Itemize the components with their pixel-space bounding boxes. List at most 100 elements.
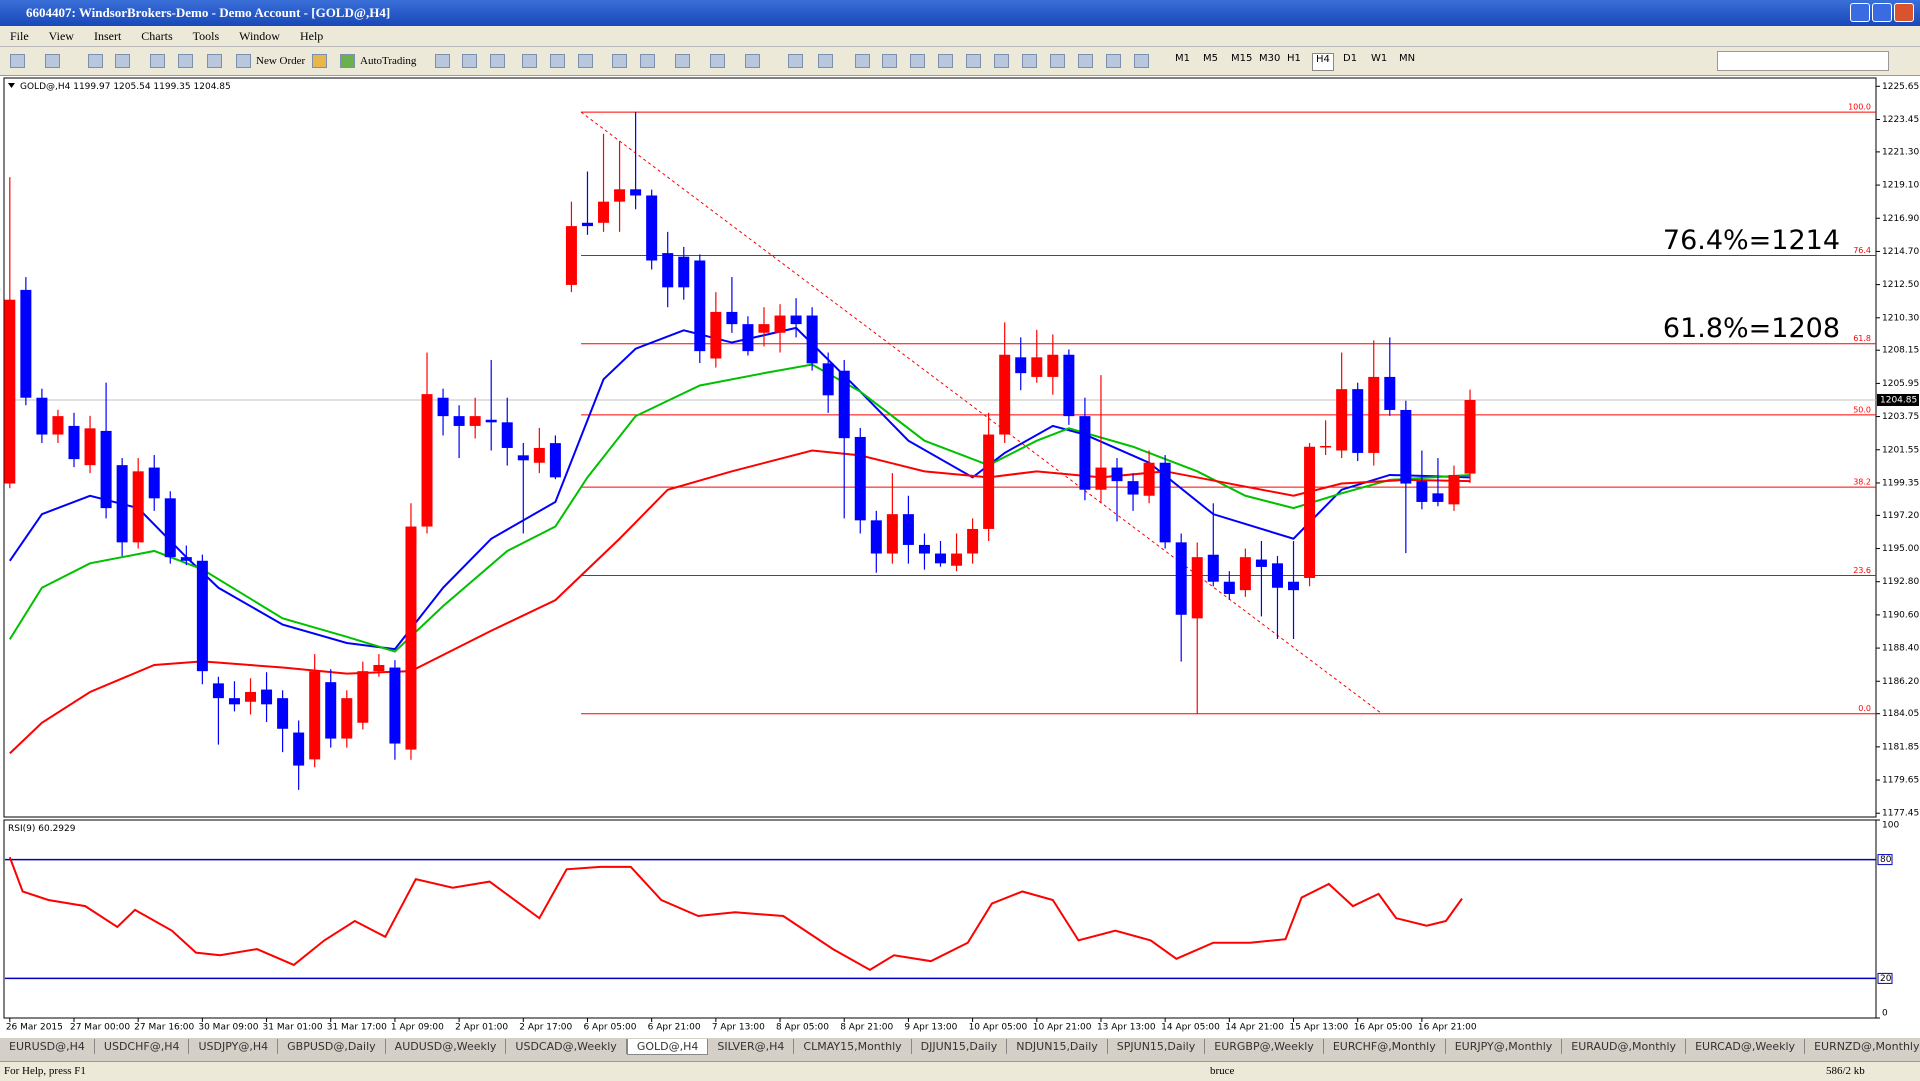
data-window-icon[interactable] [115, 54, 130, 68]
minimize-button[interactable] [1850, 3, 1870, 22]
timeframe-button[interactable]: H1 [1287, 53, 1301, 64]
arrows-icon[interactable] [1050, 54, 1065, 68]
search-box[interactable] [1717, 51, 1889, 71]
chart-tab[interactable]: GOLD@,H4 [626, 1039, 709, 1055]
templates-icon[interactable] [745, 54, 760, 68]
candle-body [533, 447, 545, 463]
shapes-icon[interactable] [1134, 54, 1149, 68]
zoom-in-icon[interactable] [522, 54, 537, 68]
candle-icon[interactable] [462, 54, 477, 68]
trendline-icon[interactable] [910, 54, 925, 68]
menu-item[interactable]: Window [239, 29, 280, 43]
x-tick-label: 14 Apr 05:00 [1161, 1023, 1220, 1033]
autotrading-icon[interactable] [340, 54, 355, 68]
crosshair-icon[interactable] [818, 54, 833, 68]
candle-body [710, 311, 722, 359]
chart-tab[interactable]: CLMAY15,Monthly [794, 1039, 912, 1054]
close-button[interactable] [1894, 3, 1914, 22]
fibo-label: 76.4 [1853, 246, 1871, 255]
candle-body [100, 430, 112, 509]
candle-body [854, 436, 866, 521]
chart-tab[interactable]: NDJUN15,Daily [1007, 1039, 1108, 1054]
timeframe-button[interactable]: D1 [1343, 53, 1358, 64]
x-tick-label: 31 Mar 01:00 [263, 1023, 323, 1033]
gann-icon[interactable] [1078, 54, 1093, 68]
menu-item[interactable]: View [48, 29, 74, 43]
y-tick-label: 1219.10 [1882, 181, 1919, 191]
profiles-icon[interactable] [45, 54, 60, 68]
y-tick-label: 1199.35 [1882, 478, 1919, 488]
new-chart-icon[interactable] [10, 54, 25, 68]
y-tick-label: 1208.15 [1882, 346, 1919, 356]
line-chart-icon[interactable] [490, 54, 505, 68]
chart-tab[interactable]: EURGBP@,Weekly [1205, 1039, 1324, 1054]
chart-tab[interactable]: EURUSD@,H4 [0, 1039, 95, 1054]
timeframe-button[interactable]: M5 [1203, 53, 1218, 64]
timeframe-button[interactable]: M1 [1175, 53, 1190, 64]
chart-tab[interactable]: USDCHF@,H4 [95, 1039, 190, 1054]
x-tick-label: 6 Apr 21:00 [648, 1023, 701, 1033]
x-tick-label: 15 Apr 13:00 [1290, 1023, 1349, 1033]
chart-tab[interactable]: GBPUSD@,Daily [278, 1039, 386, 1054]
label-icon[interactable] [1022, 54, 1037, 68]
candle-body [726, 311, 738, 325]
market-watch-icon[interactable] [88, 54, 103, 68]
candle-body [1031, 357, 1043, 377]
main-panel-frame [3, 77, 1877, 818]
maximize-button[interactable] [1872, 3, 1892, 22]
chart-tab[interactable]: EURAUD@,Monthly [1562, 1039, 1687, 1054]
channel-icon[interactable] [938, 54, 953, 68]
chart-tab[interactable]: EURNZD@,Monthly [1805, 1039, 1920, 1054]
x-tick-label: 26 Mar 2015 [6, 1023, 63, 1033]
timeframe-button[interactable]: M30 [1259, 53, 1281, 64]
periods-icon[interactable] [710, 54, 725, 68]
candle-body [389, 667, 401, 744]
candle-body [52, 416, 64, 435]
ohlc-value: 1199.35 [153, 82, 190, 92]
chart-tab[interactable]: SPJUN15,Daily [1108, 1039, 1206, 1054]
chart-tab[interactable]: EURJPY@,Monthly [1446, 1039, 1563, 1054]
chart-tab[interactable]: SILVER@,H4 [708, 1039, 795, 1054]
menu-item[interactable]: Help [299, 29, 324, 43]
fibo-icon[interactable] [966, 54, 981, 68]
candle-body [245, 691, 257, 702]
bar-chart-icon[interactable] [435, 54, 450, 68]
new-order-button[interactable]: New Order [256, 55, 306, 67]
vline-icon[interactable] [855, 54, 870, 68]
y-tick-label: 1181.85 [1882, 742, 1919, 752]
new-order-icon[interactable] [236, 54, 251, 68]
chart-tab[interactable]: DJJUN15,Daily [912, 1039, 1008, 1054]
menu-item[interactable]: File [10, 29, 29, 43]
chart-tab[interactable]: AUDUSD@,Weekly [386, 1039, 507, 1054]
x-tick-label: 10 Apr 05:00 [969, 1023, 1028, 1033]
expert-icon[interactable] [312, 54, 327, 68]
candle-body [501, 422, 513, 448]
chart-tab[interactable]: USDCAD@,Weekly [506, 1039, 627, 1054]
autoscroll-icon[interactable] [612, 54, 627, 68]
chart-tab[interactable]: USDJPY@,H4 [189, 1039, 279, 1054]
hline-icon[interactable] [882, 54, 897, 68]
autotrading-button[interactable]: AutoTrading [360, 55, 417, 67]
timeframe-button[interactable]: H4 [1312, 53, 1334, 71]
tile-icon[interactable] [578, 54, 593, 68]
tester-icon[interactable] [207, 54, 222, 68]
indicators-icon[interactable] [675, 54, 690, 68]
terminal-icon[interactable] [178, 54, 193, 68]
chart-tabs: EURUSD@,H4 USDCHF@,H4 USDJPY@,H4 GBPUSD@,Da… [0, 1039, 1920, 1057]
navigator-icon[interactable] [150, 54, 165, 68]
timeframe-button[interactable]: M15 [1231, 53, 1253, 64]
text-icon[interactable] [994, 54, 1009, 68]
chart-tab[interactable]: EURCHF@,Monthly [1324, 1039, 1446, 1054]
cursor-icon[interactable] [788, 54, 803, 68]
candle-body [196, 560, 208, 672]
chart-tab[interactable]: EURCAD@,Weekly [1686, 1039, 1806, 1054]
zoom-out-icon[interactable] [550, 54, 565, 68]
menu-item[interactable]: Tools [192, 29, 220, 43]
menu-item[interactable]: Insert [93, 29, 122, 43]
rsi-tick-label: 0 [1882, 1009, 1888, 1019]
menu-item[interactable]: Charts [141, 29, 173, 43]
shift-icon[interactable] [640, 54, 655, 68]
fibo-fan-icon[interactable] [1106, 54, 1121, 68]
timeframe-button[interactable]: MN [1399, 53, 1416, 64]
timeframe-button[interactable]: W1 [1371, 53, 1388, 64]
